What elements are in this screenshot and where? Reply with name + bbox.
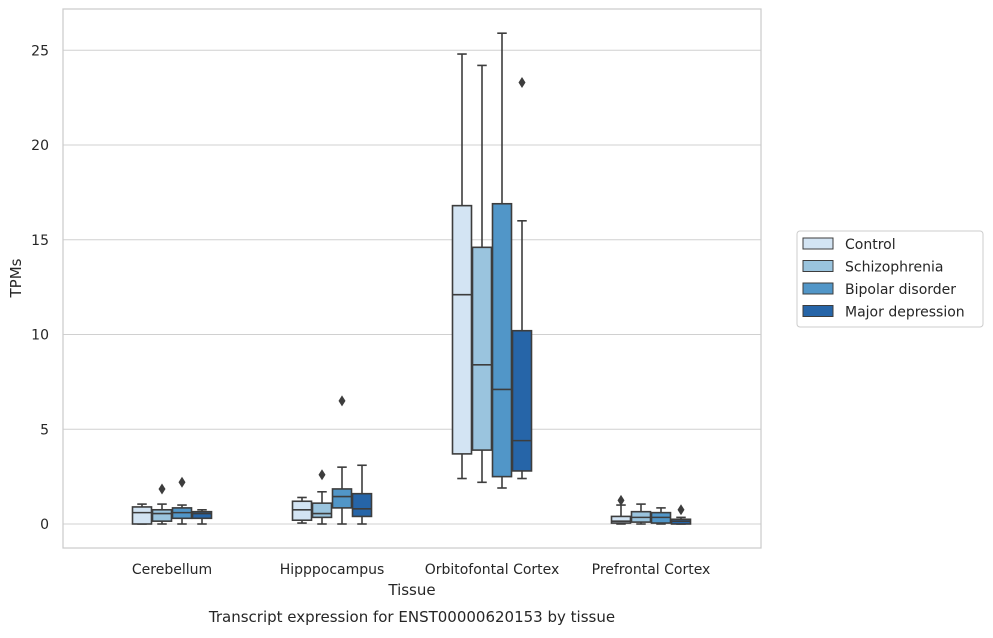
box-bipolar-disorder [491,32,513,489]
legend-label: Major depression [845,305,965,321]
x-tick-label: Cerebellum [132,562,212,578]
outlier-point [677,504,685,516]
box-schizophrenia [630,503,652,525]
box-major-depression [511,76,533,480]
box-body [331,488,353,509]
x-tick-label: Hipppocampus [280,562,385,578]
x-tick-label: Prefrontal Cortex [592,562,711,578]
box-body [610,515,632,524]
box-control [131,503,153,525]
box-control [610,494,632,525]
y-tick-label: 25 [31,43,49,59]
box-body [311,502,333,519]
box-schizophrenia [471,64,493,484]
grid [63,49,761,525]
box-major-depression [351,464,373,525]
y-tick-label: 0 [40,517,49,533]
legend: Control Schizophrenia Bipolar disorder Majo… [796,230,984,328]
outlier-point [338,395,346,407]
box-major-depression [191,508,213,525]
outlier-point [158,483,166,495]
y-tick-labels: 0 5 10 15 20 25 [31,43,49,533]
box-major-depression [670,504,692,525]
box-bipolar-disorder [331,395,353,525]
box-schizophrenia [151,483,173,525]
box-body [491,202,513,478]
outlier-point [178,476,186,488]
legend-frame [796,230,984,328]
box-body [131,506,153,525]
y-tick-label: 15 [31,233,49,249]
box-body [291,500,313,522]
legend-label: Control [845,237,896,253]
box-bipolar-disorder [171,476,193,525]
box-body [351,492,373,518]
box-body [451,204,473,455]
legend-swatch [802,237,834,250]
legend-swatch [802,305,834,317]
x-tick-labels: Cerebellum Hipppocampus Orbitofontal Corte… [132,562,710,578]
outlier-point [318,469,326,481]
box-body [191,510,213,520]
outlier-point [518,76,526,88]
legend-label: Bipolar disorder [845,282,956,298]
plot-frame [62,8,762,549]
x-tick-label: Orbitofontal Cortex [425,562,560,578]
box-body [471,246,493,451]
box-bipolar-disorder [650,507,672,525]
legend-swatch [802,282,834,295]
chart-caption: Transcript expression for ENST0000062015… [208,608,615,626]
legend-swatch [802,260,834,272]
box-plot-area [131,32,692,525]
y-tick-label: 20 [31,138,49,154]
y-axis-label: TPMs [7,258,25,298]
outlier-point [617,494,625,506]
box-control [451,53,473,480]
x-axis-label: Tissue [387,581,435,599]
y-tick-label: 10 [31,328,49,344]
legend-label: Schizophrenia [845,260,943,276]
box-schizophrenia [311,469,333,525]
y-tick-label: 5 [40,422,49,438]
box-body [151,508,173,522]
box-body [511,329,533,472]
box-control [291,496,313,524]
